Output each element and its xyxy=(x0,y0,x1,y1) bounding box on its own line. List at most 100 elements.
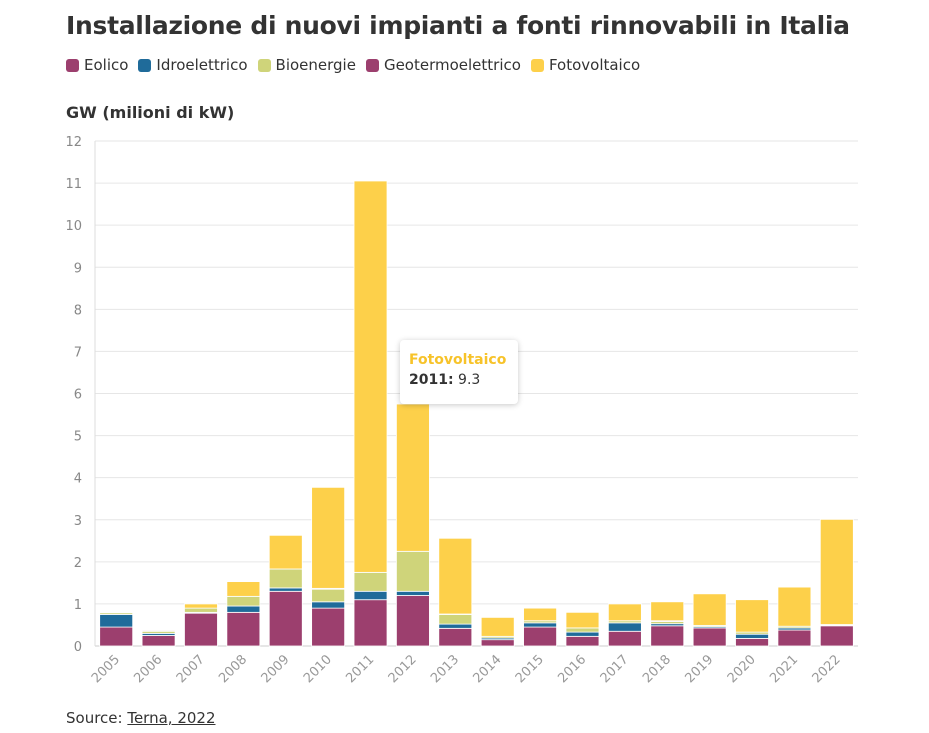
x-tick-label: 2012 xyxy=(386,652,420,686)
chart-title: Installazione di nuovi impianti a fonti … xyxy=(66,11,850,40)
tooltip-year: 2011: xyxy=(409,372,454,388)
tooltip-value-line: 2011: 9.3 xyxy=(409,372,518,388)
bar-fotovoltaico-2016 xyxy=(565,611,600,629)
x-tick-label: 2019 xyxy=(682,652,716,686)
legend: Eolico Idroelettrico Bioenergie Geotermoele… xyxy=(66,56,650,74)
y-tick-label: 4 xyxy=(74,472,82,487)
y-tick-label: 6 xyxy=(74,388,82,403)
tooltip-value: 9.3 xyxy=(458,372,481,388)
bar-idroelettrico-2016 xyxy=(565,631,600,637)
legend-swatch xyxy=(365,58,379,72)
bar-eolico-2014 xyxy=(480,639,515,647)
y-tick-label: 8 xyxy=(74,303,82,318)
y-tick-label: 10 xyxy=(65,219,82,234)
legend-label: Idroelettrico xyxy=(156,56,248,74)
tooltip: Fotovoltaico 2011: 9.3 xyxy=(400,340,518,404)
legend-item-eolico[interactable]: Eolico xyxy=(66,56,128,74)
legend-swatch xyxy=(257,58,271,72)
legend-swatch xyxy=(66,58,79,72)
bar-idroelettrico-2012 xyxy=(396,590,430,596)
legend-item-bioenergie[interactable]: Bioenergie xyxy=(257,56,356,74)
x-tick-label: 2018 xyxy=(640,652,674,686)
bar-eolico-2012 xyxy=(396,595,430,647)
x-tick-label: 2007 xyxy=(174,652,208,686)
y-tick-label: 1 xyxy=(74,598,82,613)
source-link[interactable]: Terna, 2022 xyxy=(127,709,216,727)
bar-idroelettrico-2005 xyxy=(99,614,134,628)
bar-eolico-2018 xyxy=(650,625,685,647)
bar-bioenergie-2011 xyxy=(353,571,388,592)
y-tick-label: 11 xyxy=(65,177,82,192)
bar-eolico-2009 xyxy=(268,590,303,647)
bar-eolico-2015 xyxy=(523,626,557,647)
x-tick-label: 2022 xyxy=(810,652,844,686)
bar-bioenergie-2007 xyxy=(184,607,218,613)
bar-fotovoltaico-2008 xyxy=(226,581,261,597)
y-tick-label: 5 xyxy=(74,430,82,445)
bar-fotovoltaico-2018 xyxy=(650,601,685,622)
source-prefix: Source: xyxy=(66,709,128,727)
x-tick-label: 2011 xyxy=(343,652,377,686)
y-tick-label: 2 xyxy=(74,556,82,571)
bar-fotovoltaico-2012 xyxy=(396,403,430,552)
x-tick-label: 2013 xyxy=(428,652,462,686)
bar-fotovoltaico-2019 xyxy=(692,593,727,626)
legend-label: Eolico xyxy=(84,56,129,74)
x-tick-label: 2016 xyxy=(555,652,589,686)
bar-fotovoltaico-2007 xyxy=(184,603,218,609)
x-tick-label: 2010 xyxy=(301,652,335,686)
legend-item-fotovoltaico[interactable]: Fotovoltaico xyxy=(530,56,640,74)
bar-fotovoltaico-2021 xyxy=(777,586,812,627)
y-tick-label: 7 xyxy=(74,345,82,360)
bar-bioenergie-2010 xyxy=(311,588,346,603)
x-tick-label: 2005 xyxy=(89,652,123,686)
legend-label: Geotermoelettrico xyxy=(383,56,521,74)
bar-eolico-2013 xyxy=(438,627,473,647)
legend-item-idroelettrico[interactable]: Idroelettrico xyxy=(138,56,248,74)
bar-idroelettrico-2009 xyxy=(268,587,303,592)
bar-idroelettrico-2015 xyxy=(523,622,557,628)
bar-eolico-2020 xyxy=(735,638,769,647)
bar-idroelettrico-2008 xyxy=(226,605,261,613)
bar-eolico-2007 xyxy=(184,612,218,647)
x-tick-label: 2006 xyxy=(131,652,165,686)
bar-eolico-2008 xyxy=(226,611,261,647)
y-tick-label: 0 xyxy=(74,640,82,655)
bar-bioenergie-2013 xyxy=(438,614,473,625)
bar-idroelettrico-2011 xyxy=(353,590,388,601)
x-tick-label: 2021 xyxy=(767,652,801,686)
bar-fotovoltaico-2022 xyxy=(819,518,854,625)
x-tick-label: 2008 xyxy=(216,652,250,686)
bar-fotovoltaico-2009 xyxy=(268,534,303,570)
bar-eolico-2011 xyxy=(353,599,388,647)
bar-fotovoltaico-2011 xyxy=(353,180,388,573)
source-note: Source: Terna, 2022 xyxy=(66,709,216,727)
legend-swatch xyxy=(138,58,152,72)
y-tick-label: 12 xyxy=(65,135,82,150)
bar-eolico-2017 xyxy=(607,630,642,647)
bar-eolico-2016 xyxy=(565,635,600,647)
y-tick-label: 3 xyxy=(74,514,82,529)
bar-geotermoelettrico-2006 xyxy=(141,630,176,632)
bar-fotovoltaico-2014 xyxy=(480,616,515,637)
bar-fotovoltaico-2017 xyxy=(607,603,642,622)
legend-label: Bioenergie xyxy=(275,56,356,74)
x-tick-label: 2020 xyxy=(725,652,759,686)
y-axis-label: GW (milioni di kW) xyxy=(66,103,235,122)
bar-eolico-2021 xyxy=(777,629,812,647)
y-tick-label: 9 xyxy=(74,261,82,276)
bar-eolico-2010 xyxy=(311,607,346,647)
bar-bioenergie-2008 xyxy=(226,595,261,607)
bar-fotovoltaico-2020 xyxy=(735,599,769,633)
x-tick-label: 2009 xyxy=(259,652,293,686)
bar-fotovoltaico-2013 xyxy=(438,537,473,615)
x-tick-label: 2014 xyxy=(471,652,505,686)
bar-eolico-2019 xyxy=(692,627,727,647)
legend-swatch xyxy=(530,58,544,72)
bar-idroelettrico-2017 xyxy=(607,622,642,632)
legend-item-geotermoelettrico[interactable]: Geotermoelettrico xyxy=(365,56,521,74)
bar-bioenergie-2009 xyxy=(268,568,303,589)
bar-idroelettrico-2010 xyxy=(311,601,346,609)
bar-eolico-2022 xyxy=(819,625,854,647)
